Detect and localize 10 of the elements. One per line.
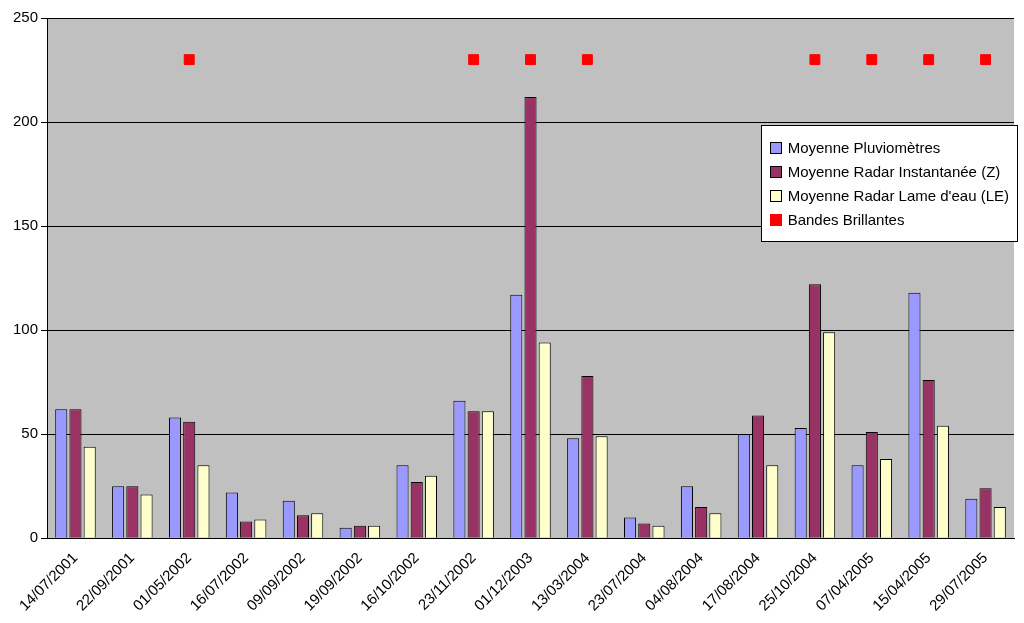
y-tick-label: 150 (13, 216, 39, 234)
legend-label: Bandes Brillantes (787, 211, 905, 228)
legend-label: Moyenne Pluviomètres (787, 139, 941, 156)
legend-label: Moyenne Radar Lame d'eau (LE) (787, 187, 1009, 204)
y-tick-label: 100 (13, 320, 39, 338)
y-tick-label: 250 (13, 8, 39, 26)
y-tick-label: 200 (13, 112, 39, 130)
y-tick-label: 0 (29, 528, 39, 546)
legend-label: Moyenne Radar Instantanée (Z) (787, 163, 1001, 180)
y-tick-label: 50 (21, 424, 39, 442)
